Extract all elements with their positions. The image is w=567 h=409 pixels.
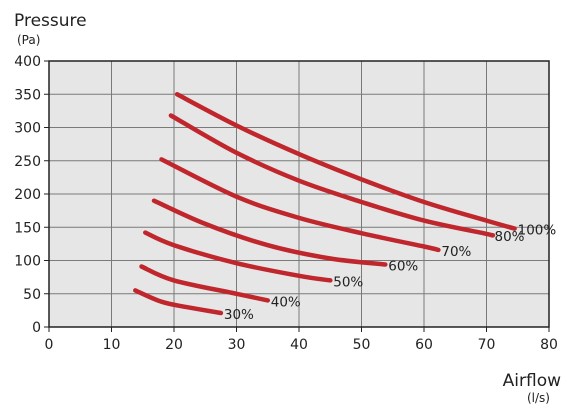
x-tick-label: 20 <box>165 337 183 353</box>
y-tick-label: 300 <box>14 121 41 137</box>
x-tick-label: 10 <box>103 337 121 353</box>
x-axis-title: Airflow <box>503 371 561 391</box>
series-label: 30% <box>224 307 254 323</box>
x-tick-label: 70 <box>478 337 496 353</box>
x-axis-unit: (l/s) <box>527 391 550 405</box>
series-label: 100% <box>518 223 557 239</box>
series-label: 80% <box>495 229 525 245</box>
y-axis-unit: (Pa) <box>17 33 40 47</box>
series-line <box>174 92 517 231</box>
plot-frame <box>48 60 550 328</box>
series-label: 70% <box>441 244 471 260</box>
x-tick-label: 80 <box>540 337 558 353</box>
series-label: 50% <box>333 274 363 290</box>
series-line <box>159 157 441 253</box>
series-line <box>133 288 224 316</box>
x-tick-label: 40 <box>290 337 308 353</box>
series-line <box>139 264 271 303</box>
x-tick-label: 30 <box>228 337 246 353</box>
series-line <box>151 198 388 267</box>
series-label: 40% <box>271 294 301 310</box>
y-tick-label: 200 <box>14 187 41 203</box>
series-line <box>143 230 333 283</box>
y-tick-label: 150 <box>14 220 41 236</box>
y-tick-label: 350 <box>14 87 41 103</box>
x-tick-label: 50 <box>353 337 371 353</box>
y-tick-label: 100 <box>14 254 41 270</box>
x-tick-label: 60 <box>415 337 433 353</box>
y-tick-label: 250 <box>14 154 41 170</box>
y-tick-label: 400 <box>14 54 41 70</box>
x-tick-label: 0 <box>45 337 54 353</box>
y-axis-title: Pressure <box>14 11 87 31</box>
y-tick-label: 0 <box>32 320 41 336</box>
y-tick-label: 50 <box>23 287 41 303</box>
series-label: 60% <box>388 258 418 274</box>
series-line <box>168 113 496 238</box>
